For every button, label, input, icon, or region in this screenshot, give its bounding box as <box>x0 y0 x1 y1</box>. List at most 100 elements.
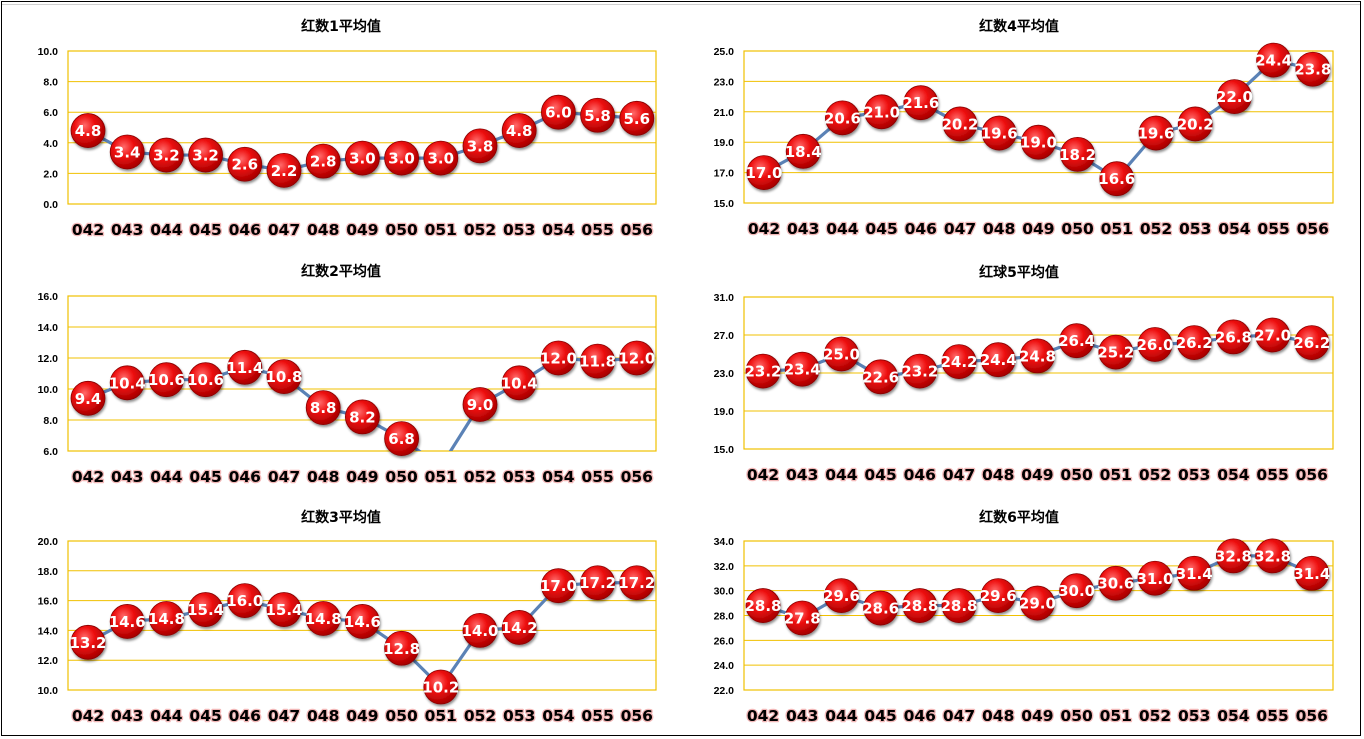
x-tick-label: 049 <box>1021 707 1053 725</box>
data-point <box>1059 573 1094 609</box>
x-tick-label: 042 <box>72 707 104 725</box>
data-label: 11.8 <box>579 353 616 371</box>
data-point <box>1216 319 1251 355</box>
data-point <box>619 100 655 136</box>
y-tick-label: 10.0 <box>38 46 59 58</box>
x-tick-label: 056 <box>621 221 653 239</box>
data-point <box>1137 560 1173 596</box>
x-tick-label: 043 <box>787 220 819 238</box>
line-chart-1: 红数1平均值 0.0 2.0 4.0 6.0 8.0 10.0 042 043 044 045 046… <box>38 18 657 240</box>
data-point <box>227 349 263 385</box>
data-label: 29.6 <box>980 587 1017 605</box>
data-point <box>305 143 341 179</box>
x-tick-label: 053 <box>503 221 535 239</box>
x-tick-label: 043 <box>111 468 143 486</box>
data-label: 27.0 <box>1254 327 1291 345</box>
data-point <box>1177 106 1213 142</box>
data-point <box>1256 42 1291 78</box>
x-tick-label: 055 <box>581 221 613 239</box>
data-label: 29.6 <box>823 587 860 605</box>
x-tick-label: 048 <box>307 468 339 486</box>
data-point <box>1294 555 1330 591</box>
data-label: 10.8 <box>265 368 302 386</box>
data-label: 23.2 <box>901 363 938 381</box>
plot-area <box>743 50 1334 204</box>
chart-title: 红球5平均值 <box>979 264 1059 281</box>
data-label: 14.0 <box>461 622 498 640</box>
x-tick-label: 050 <box>1060 466 1093 484</box>
x-tick-label: 047 <box>943 707 975 725</box>
data-label: 24.2 <box>940 353 977 371</box>
x-tick-label: 055 <box>581 468 613 486</box>
data-point <box>109 134 145 170</box>
data-point <box>745 353 781 389</box>
data-label: 19.6 <box>981 125 1018 143</box>
data-point <box>942 106 978 142</box>
data-point <box>70 624 106 660</box>
data-label: 15.4 <box>187 601 224 619</box>
data-label: 32.8 <box>1254 547 1291 565</box>
x-tick-label: 055 <box>1257 220 1289 238</box>
data-point <box>1020 585 1055 621</box>
data-label: 10.4 <box>109 374 146 392</box>
data-label: 4.8 <box>75 122 102 140</box>
data-label: 3.0 <box>349 150 376 168</box>
data-label: 18.4 <box>785 143 822 161</box>
x-tick-label: 053 <box>1178 466 1210 484</box>
data-point <box>423 140 459 176</box>
y-tick-label: 0.0 <box>43 199 58 211</box>
data-label: 19.0 <box>1020 134 1057 152</box>
x-tick-label: 056 <box>621 707 653 725</box>
chart-title: 红数3平均值 <box>301 509 381 526</box>
x-tick-label: 046 <box>229 468 261 486</box>
data-label: 26.8 <box>1215 328 1252 346</box>
data-label: 5.6 <box>624 110 651 128</box>
x-tick-label: 052 <box>464 468 496 486</box>
x-tick-label: 054 <box>542 221 575 239</box>
chart-title: 红数2平均值 <box>301 263 381 280</box>
x-tick-label: 053 <box>1179 220 1211 238</box>
data-point <box>148 362 184 398</box>
data-point <box>902 353 938 389</box>
y-tick-label: 17.0 <box>714 168 735 180</box>
x-tick-label: 050 <box>385 468 418 486</box>
data-label: 9.0 <box>467 396 494 414</box>
x-tick-label: 049 <box>346 221 378 239</box>
data-label: 28.8 <box>940 597 977 615</box>
data-label: 14.8 <box>305 610 342 628</box>
y-tick-label: 8.0 <box>43 77 58 89</box>
data-point <box>344 399 380 435</box>
y-tick-label: 23.0 <box>714 76 735 88</box>
data-label: 23.4 <box>784 361 821 379</box>
data-label: 24.4 <box>1255 52 1292 70</box>
x-tick-label: 047 <box>943 466 975 484</box>
data-point <box>1021 124 1056 160</box>
data-point <box>305 390 341 426</box>
x-tick-label: 056 <box>621 468 653 486</box>
data-label: 14.6 <box>109 613 146 631</box>
data-label: 14.2 <box>501 619 538 637</box>
data-label: 3.2 <box>192 147 219 165</box>
data-point <box>344 140 380 176</box>
x-tick-label: 044 <box>150 468 183 486</box>
x-tick-label: 043 <box>786 466 818 484</box>
data-point <box>580 343 615 379</box>
x-tick-label: 049 <box>1021 466 1053 484</box>
y-tick-label: 21.0 <box>714 107 735 119</box>
data-point <box>70 113 106 148</box>
data-label: 2.8 <box>310 153 337 171</box>
y-tick-label: 18.0 <box>38 566 59 578</box>
x-tick-label: 042 <box>747 707 779 725</box>
x-tick-label: 046 <box>229 221 261 239</box>
data-label: 16.0 <box>226 592 263 610</box>
y-tick-label: 14.0 <box>38 625 59 637</box>
data-point <box>1099 161 1135 197</box>
x-tick-label: 049 <box>346 707 378 725</box>
x-tick-label: 053 <box>503 468 535 486</box>
data-label: 18.2 <box>1059 146 1096 164</box>
x-tick-label: 045 <box>189 468 221 486</box>
data-label: 3.4 <box>114 143 141 161</box>
data-point <box>266 592 302 627</box>
data-label: 13.2 <box>69 634 106 652</box>
spreadsheet-top-cells <box>2 0 1360 5</box>
